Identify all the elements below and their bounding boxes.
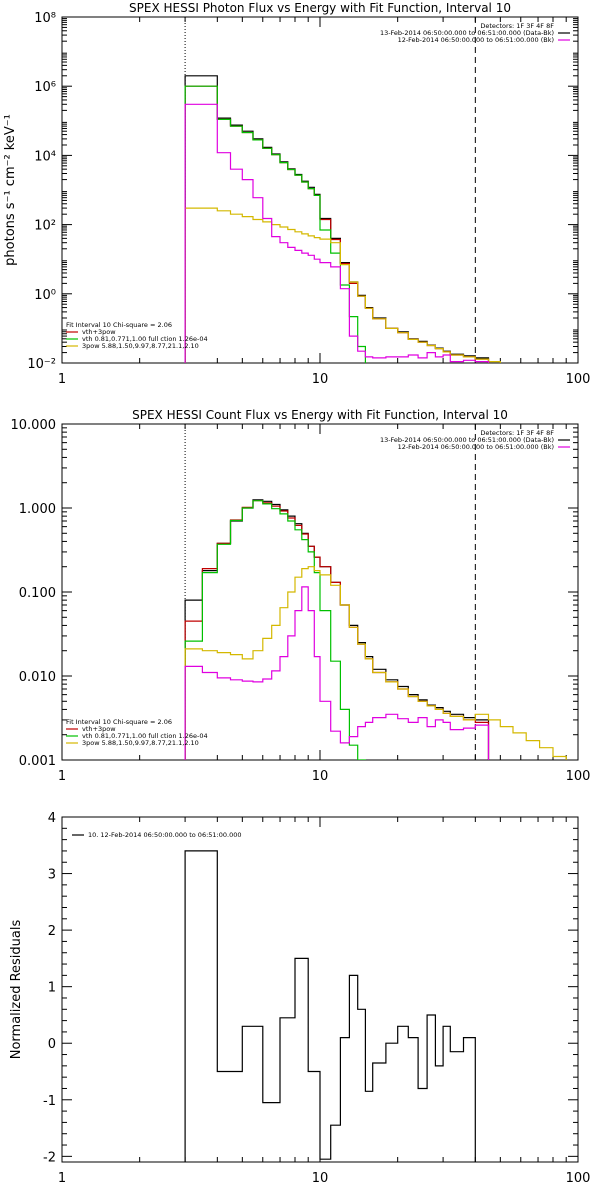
x-tick-label: 1 <box>58 1171 66 1186</box>
y-tick-label: 0.010 <box>19 670 56 685</box>
x-tick-label: 100 <box>566 1171 591 1186</box>
fit-legend-text: 3pow 5.88,1.50,9.97,8.77,21.1,2.10 <box>82 342 199 350</box>
chart-title: SPEX HESSI Count Flux vs Energy with Fit… <box>132 408 508 422</box>
series-vth <box>184 500 366 760</box>
chart-title: SPEX HESSI Photon Flux vs Energy with Fi… <box>129 1 511 15</box>
info-line: 12-Feb-2014 06:50:00.000 to 06:51:00.000… <box>398 36 554 44</box>
x-tick-label: 100 <box>566 769 591 784</box>
y-tick-label: 1.000 <box>19 502 56 517</box>
y-tick-label: 4 <box>48 811 56 826</box>
series-3pow <box>184 566 567 760</box>
x-tick-label: 1 <box>58 769 66 784</box>
y-tick-label: 10⁶ <box>34 80 56 95</box>
series-bk <box>184 586 490 760</box>
x-tick-label: 100 <box>566 372 591 387</box>
x-tick-label: 10 <box>312 1171 329 1186</box>
fit-legend-text: vth 0.81,0.771,1.00 full ction 1.26e-04 <box>82 335 208 343</box>
y-tick-label: 10⁰ <box>34 288 56 303</box>
info-line: Detectors: 1F 3F 4F 8F <box>480 22 554 30</box>
y-tick-label: 1 <box>48 981 56 996</box>
series-3pow <box>184 207 501 363</box>
y-tick-label: 10⁻² <box>27 357 56 372</box>
series-group <box>184 75 501 363</box>
y-tick-label: 10² <box>34 219 56 234</box>
series-group <box>184 499 567 760</box>
fit-legend-text: vth+3pow <box>82 328 116 336</box>
fit-legend-text: Fit Interval 10 Chi-square = 2.06 <box>66 321 172 329</box>
chart-panel-3: Normalized Residuals 1 10 100 -2 -1 0 1 2 3 4 10. 1… <box>9 811 590 1186</box>
info-line: 13-Feb-2014 06:50:00.000 to 06:51:00.000… <box>380 29 554 37</box>
y-tick-label: 10⁸ <box>34 11 56 26</box>
series-residuals <box>184 850 476 1162</box>
fit-legend-text: 3pow 5.88,1.50,9.97,8.77,21.1,2.10 <box>82 739 199 747</box>
info-line: 13-Feb-2014 06:50:00.000 to 06:51:00.000… <box>380 436 554 444</box>
x-tick-label: 10 <box>312 372 329 387</box>
y-axis-label: photons s⁻¹ cm⁻² keV⁻¹ <box>3 114 18 266</box>
x-tick-label: 10 <box>312 769 329 784</box>
x-tick-label: 1 <box>58 372 66 387</box>
y-tick-label: -1 <box>43 1094 56 1109</box>
y-axis-label: Normalized Residuals <box>9 920 24 1060</box>
y-tick-label: -2 <box>43 1150 56 1165</box>
legend-text: 10. 12-Feb-2014 06:50:00.000 to 06:51:00… <box>88 831 241 839</box>
y-tick-label: 0.100 <box>19 586 56 601</box>
y-tick-label: 0 <box>48 1037 56 1052</box>
fit-legend-text: Fit Interval 10 Chi-square = 2.06 <box>66 718 172 726</box>
y-tick-label: 3 <box>48 868 56 883</box>
chart-panel-1: SPEX HESSI Photon Flux vs Energy with Fi… <box>3 1 590 387</box>
fit-legend-text: vth 0.81,0.771,1.00 full ction 1.26e-04 <box>82 732 208 740</box>
series-bk <box>184 103 490 363</box>
fit-legend-text: vth+3pow <box>82 725 116 733</box>
y-tick-label: 10.000 <box>11 418 57 433</box>
series-group <box>184 850 476 1162</box>
info-line: Detectors: 1F 3F 4F 8F <box>480 429 554 437</box>
chart-panel-2: SPEX HESSI Count Flux vs Energy with Fit… <box>11 408 591 784</box>
info-line: 12-Feb-2014 06:50:00.000 to 06:51:00.000… <box>398 443 554 451</box>
y-tick-label: 10⁴ <box>34 149 56 164</box>
y-tick-label: 0.001 <box>19 754 56 769</box>
y-tick-label: 2 <box>48 924 56 939</box>
